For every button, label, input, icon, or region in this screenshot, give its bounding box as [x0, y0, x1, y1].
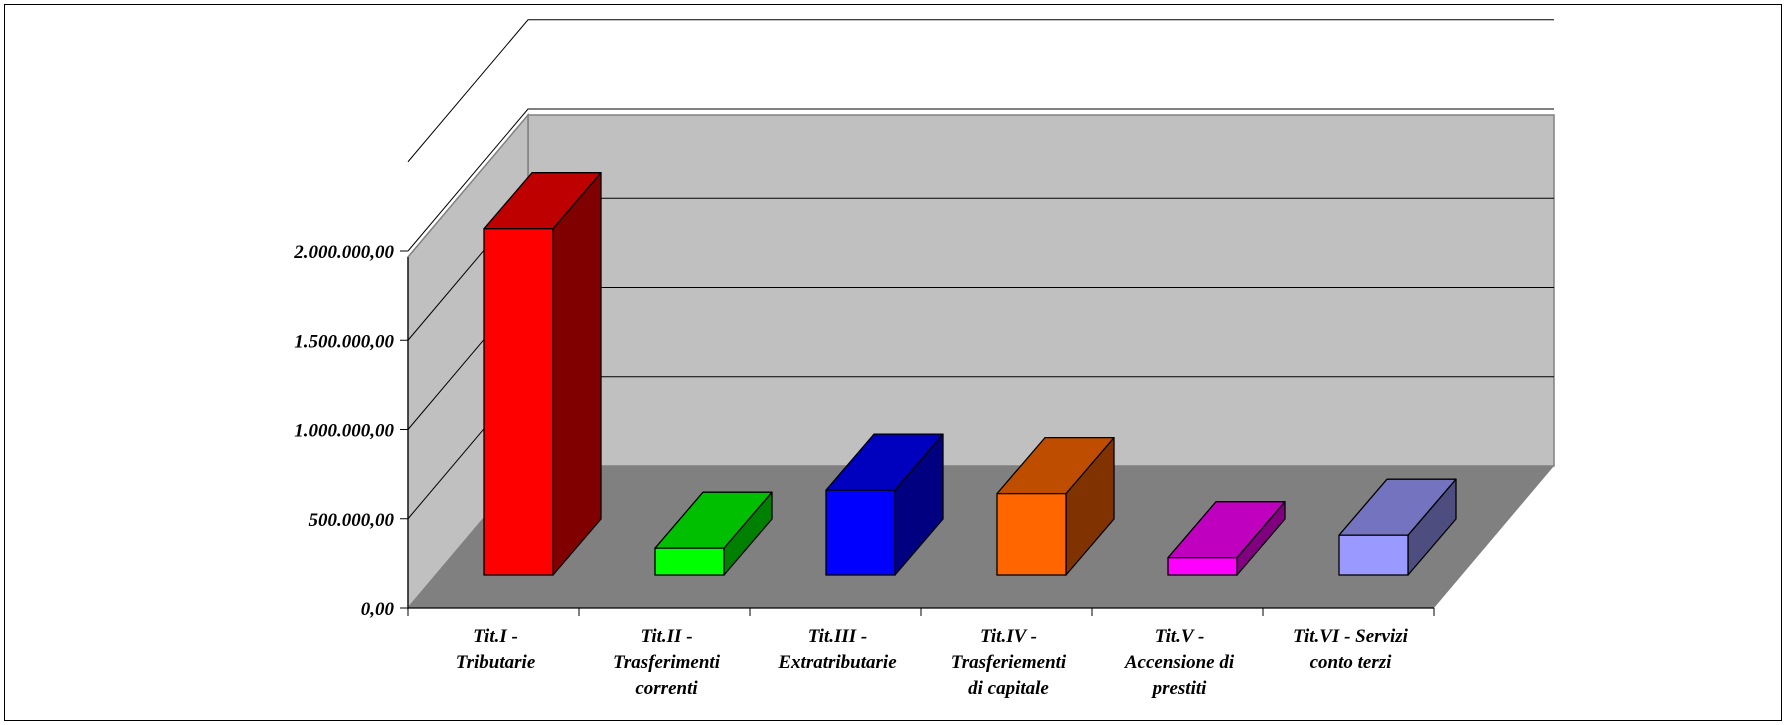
y-tick-label: 0,00 — [361, 599, 395, 620]
gridline — [407, 19, 1554, 163]
x-tick-label: Tit.III - Extratributarie — [777, 626, 897, 673]
bar — [825, 433, 944, 576]
x-tick-label: Tit.II - Trasferimenti correnti — [613, 626, 721, 699]
bar-front — [1167, 557, 1238, 576]
x-tick-label-line: Tit.VI - Servizi — [1293, 626, 1409, 647]
x-tick-label-line: Accensione di — [1124, 652, 1235, 673]
bar-front — [483, 228, 554, 576]
back-wall — [527, 114, 1555, 467]
y-tick-label: 500.000,00 — [309, 510, 395, 531]
x-tick-label-line: Tit.III - — [808, 626, 867, 647]
bar — [654, 491, 773, 576]
bar-front — [825, 489, 896, 576]
x-tick-label: Tit.I - Tributarie — [456, 626, 536, 673]
x-tick-label-line: Tit.II - — [640, 626, 692, 647]
x-tick-label-line: Tributarie — [456, 652, 536, 673]
x-tick-label: Tit.VI - Servizi conto terzi — [1293, 626, 1409, 673]
y-tick-label: 2.000.000,00 — [293, 242, 394, 263]
x-tick-label: Tit.V - Accensione di prestiti — [1124, 626, 1235, 699]
x-tick-label-line: Tit.V - — [1155, 626, 1205, 647]
bar — [1338, 478, 1457, 576]
x-tick-label-line: Trasferiementi — [951, 652, 1067, 673]
gridline — [407, 108, 1554, 252]
bar — [996, 436, 1115, 576]
x-tick-label-line: Tit.IV - — [980, 626, 1037, 647]
x-tick-label-line: Extratributarie — [777, 652, 897, 673]
x-tick-label-line: Trasferimenti — [613, 652, 721, 673]
bar — [483, 172, 602, 576]
x-tick-label-line: prestiti — [1151, 678, 1208, 699]
y-axis-ticks: 0,00 500.000,00 1.000.000,00 1.500.000,00 2.… — [293, 242, 408, 620]
x-tick-label-line: correnti — [635, 678, 698, 699]
bar — [1167, 501, 1286, 576]
y-tick-label: 1.000.000,00 — [294, 421, 394, 442]
bar-side — [552, 172, 602, 576]
x-tick-label-line: conto terzi — [1310, 652, 1393, 673]
x-tick-label: Tit.IV - Trasferiementi di capitale — [951, 626, 1067, 699]
bar-front — [654, 547, 725, 576]
chart-bars — [483, 172, 1457, 576]
x-tick-label-line: di capitale — [968, 678, 1049, 699]
bar-front — [1338, 534, 1409, 576]
x-tick-label-line: Tit.I - — [473, 626, 518, 647]
bar-front — [996, 492, 1067, 576]
y-tick-label: 1.500.000,00 — [294, 331, 394, 352]
x-axis-ticks: Tit.I - Tributarie Tit.II - Trasferimenti co… — [407, 608, 1435, 699]
